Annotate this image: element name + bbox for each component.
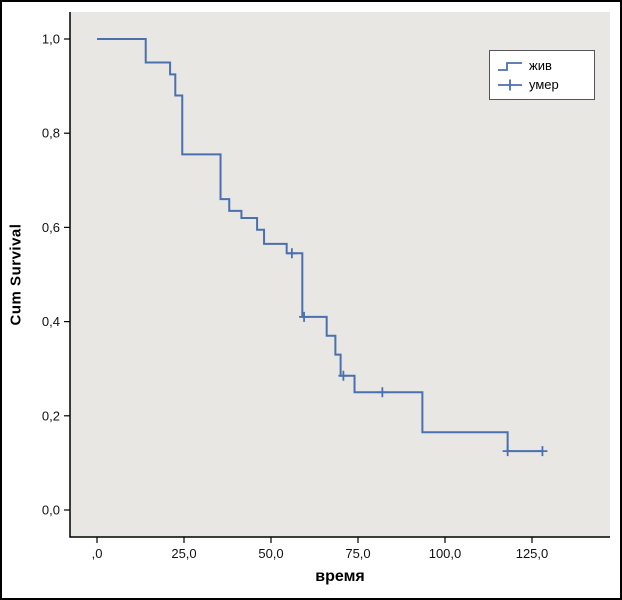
legend: жив умер [489,50,595,100]
y-tick-label: 0,2 [42,408,60,423]
x-tick-label: 125,0 [516,546,549,561]
y-tick-label: 0,0 [42,503,60,518]
y-tick-label: 0,8 [42,126,60,141]
x-tick-label: 75,0 [345,546,370,561]
censor-mark-icon [537,446,548,457]
y-tick-label: 1,0 [42,32,60,47]
censor-mark-icon [299,311,310,322]
censor-mark-icon [377,387,388,398]
x-axis-title: время [315,568,365,585]
y-axis-title: Cum Survival [7,223,25,326]
legend-label-alive: жив [529,58,552,73]
step-line-icon [498,61,522,71]
plus-censor-icon [498,79,522,90]
censor-mark-icon [338,370,349,381]
legend-item-dead: умер [497,75,588,94]
x-tick-label: ,0 [92,546,103,561]
y-tick-label: 0,4 [42,314,60,329]
x-tick-label: 50,0 [258,546,283,561]
axis-lines [69,12,610,538]
x-tick-label: 100,0 [429,546,462,561]
censor-mark-icon [502,446,513,457]
x-tick-label: 25,0 [171,546,196,561]
censor-mark-icon [286,248,297,259]
legend-label-dead: умер [529,77,559,92]
y-tick-label: 0,6 [42,220,60,235]
legend-item-alive: жив [497,56,588,75]
survival-step-line [97,38,543,453]
